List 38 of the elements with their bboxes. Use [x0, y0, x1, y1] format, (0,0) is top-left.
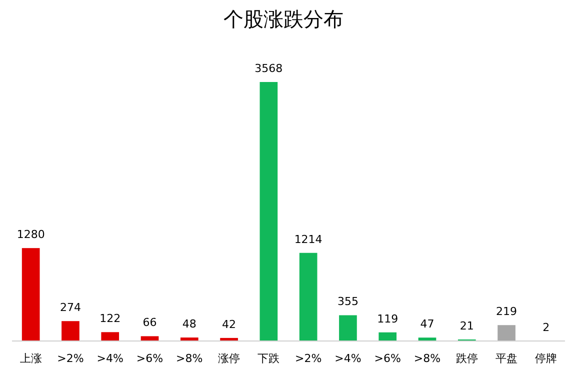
bar [378, 332, 397, 341]
x-tick-label: >4% [334, 352, 362, 365]
x-tick-label: >8% [414, 352, 441, 365]
x-tick-label: >4% [96, 352, 124, 365]
x-tick-label: >6% [374, 352, 401, 365]
data-label: 42 [222, 318, 236, 331]
x-tick-label: 下跌 [258, 352, 280, 365]
data-label: 122 [100, 312, 121, 326]
data-label: 48 [182, 318, 196, 331]
x-tick-label: 停牌 [535, 352, 558, 365]
data-label: 1280 [16, 228, 45, 242]
x-tick-label: >2% [294, 352, 322, 365]
data-label: 66 [142, 316, 157, 330]
x-tick-label: 平盘 [496, 352, 518, 365]
data-label: 119 [377, 312, 398, 326]
chart-title: 个股涨跌分布 [224, 7, 344, 31]
bar [299, 252, 318, 341]
bar [260, 82, 278, 341]
x-tick-label: 跌停 [456, 352, 478, 365]
x-tick-label: >2% [57, 352, 84, 365]
x-tick-label: >6% [136, 352, 164, 365]
data-label: 355 [337, 295, 358, 308]
bar [62, 321, 80, 341]
bar [101, 332, 120, 341]
data-label: 2 [542, 320, 550, 334]
data-label: 3568 [254, 62, 283, 75]
bar [498, 325, 516, 341]
bar [22, 248, 40, 341]
x-tick-label: >8% [176, 352, 203, 365]
bar [140, 336, 159, 341]
bar [339, 315, 357, 341]
data-label: 219 [496, 305, 518, 318]
x-tick-label: 上涨 [20, 352, 42, 365]
data-label: 21 [460, 319, 474, 332]
x-tick-label: 涨停 [218, 352, 240, 365]
data-label: 47 [420, 318, 434, 331]
data-label: 1214 [294, 232, 322, 246]
data-label: 274 [60, 301, 81, 314]
